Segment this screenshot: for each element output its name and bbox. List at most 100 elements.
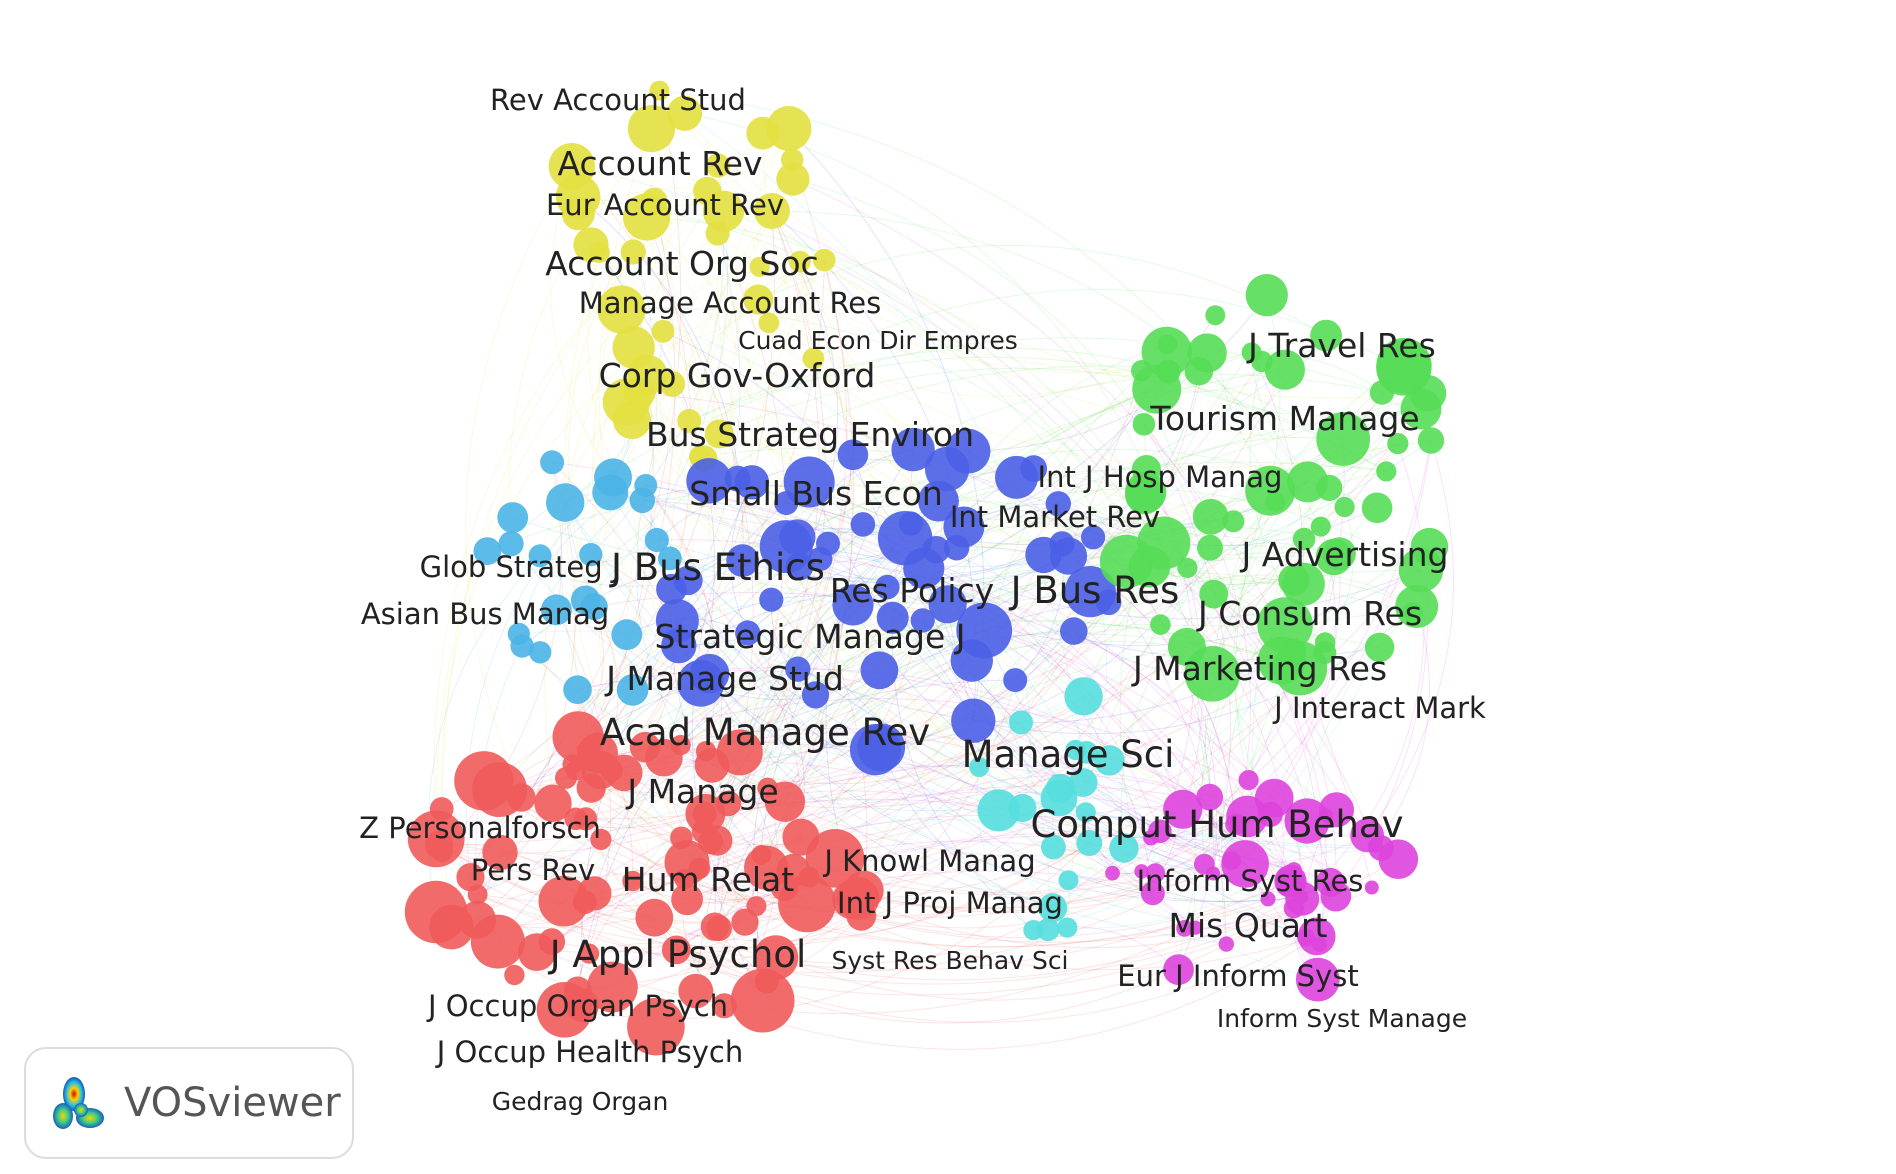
journal-label[interactable]: Rev Account Stud — [490, 83, 746, 117]
journal-node[interactable] — [622, 870, 643, 892]
journal-node[interactable] — [1036, 918, 1060, 942]
journal-node[interactable] — [540, 450, 565, 475]
journal-node[interactable] — [1292, 527, 1316, 551]
journal-node[interactable] — [766, 106, 812, 151]
journal-label[interactable]: Inform Syst Res — [1137, 864, 1364, 898]
journal-node[interactable] — [1205, 305, 1226, 326]
journal-node[interactable] — [1218, 936, 1235, 952]
journal-node[interactable] — [1049, 537, 1088, 575]
journal-node[interactable] — [661, 935, 691, 965]
journal-node[interactable] — [454, 751, 514, 811]
journal-label[interactable]: J Occup Organ Psych — [426, 989, 728, 1023]
journal-label[interactable]: Manage Account Res — [579, 286, 882, 320]
journal-node[interactable] — [877, 511, 933, 566]
journal-node[interactable] — [529, 641, 552, 664]
journal-node[interactable] — [1196, 783, 1224, 811]
journal-node[interactable] — [1064, 566, 1116, 618]
journal-node[interactable] — [1387, 433, 1409, 455]
journal-node[interactable] — [644, 527, 669, 553]
journal-label[interactable]: J Advertising — [1240, 535, 1449, 574]
journal-node[interactable] — [734, 465, 770, 500]
journal-node[interactable] — [711, 993, 737, 1019]
journal-node[interactable] — [404, 880, 468, 944]
journal-node[interactable] — [1398, 547, 1444, 593]
journal-node[interactable] — [656, 573, 687, 605]
journal-node[interactable] — [1163, 954, 1194, 986]
journal-label[interactable]: Manage Sci — [962, 733, 1175, 776]
journal-label[interactable]: J Manage Stud — [604, 659, 844, 698]
journal-node[interactable] — [504, 964, 525, 986]
journal-node[interactable] — [686, 458, 732, 504]
journal-node[interactable] — [1260, 891, 1276, 907]
journal-node[interactable] — [1273, 641, 1328, 696]
journal-node[interactable] — [563, 675, 592, 704]
journal-node[interactable] — [541, 594, 572, 626]
journal-node[interactable] — [1361, 492, 1393, 524]
journal-node[interactable] — [655, 599, 699, 643]
journal-label[interactable]: J Manage — [625, 772, 778, 811]
journal-label[interactable]: J Interact Mark — [1272, 691, 1486, 725]
journal-node[interactable] — [749, 256, 770, 277]
journal-node[interactable] — [704, 419, 734, 449]
journal-node[interactable] — [849, 724, 902, 776]
journal-node[interactable] — [801, 681, 830, 709]
journal-node[interactable] — [1124, 471, 1167, 514]
journal-label[interactable]: Eur J Inform Syst — [1117, 959, 1358, 993]
journal-node[interactable] — [731, 908, 759, 936]
journal-node[interactable] — [1364, 880, 1379, 895]
journal-node[interactable] — [977, 789, 1020, 832]
journal-label[interactable]: Z Personalforsch — [359, 811, 601, 845]
journal-node[interactable] — [579, 543, 603, 567]
journal-node[interactable] — [1057, 917, 1078, 938]
journal-node[interactable] — [995, 455, 1038, 499]
journal-node[interactable] — [623, 193, 671, 241]
journal-node[interactable] — [875, 574, 900, 600]
journal-node[interactable] — [1187, 333, 1227, 373]
journal-node[interactable] — [1245, 465, 1296, 516]
journal-node[interactable] — [1287, 461, 1329, 503]
journal-node[interactable] — [700, 912, 730, 941]
journal-node[interactable] — [1310, 319, 1342, 352]
journal-node[interactable] — [943, 506, 985, 548]
journal-node[interactable] — [1376, 337, 1432, 394]
journal-node[interactable] — [645, 738, 683, 777]
journal-label[interactable]: Cuad Econ Dir Empres — [738, 326, 1018, 355]
journal-node[interactable] — [1310, 516, 1331, 537]
journal-node[interactable] — [1395, 585, 1439, 628]
journal-node[interactable] — [956, 602, 1013, 659]
journal-node[interactable] — [667, 95, 703, 131]
journal-node[interactable] — [1099, 534, 1154, 589]
journal-node[interactable] — [546, 483, 585, 522]
journal-node[interactable] — [685, 793, 726, 834]
journal-node[interactable] — [518, 933, 556, 971]
journal-label[interactable]: Account Rev — [557, 144, 762, 183]
journal-node[interactable] — [482, 834, 518, 871]
journal-node[interactable] — [850, 512, 876, 537]
journal-node[interactable] — [1184, 646, 1241, 702]
journal-node[interactable] — [1105, 865, 1120, 881]
journal-node[interactable] — [1038, 893, 1068, 923]
journal-label[interactable]: Pers Rev — [471, 853, 595, 887]
journal-label[interactable]: Int J Proj Manag — [837, 886, 1063, 920]
journal-label[interactable]: Strategic Manage J — [655, 617, 966, 656]
journal-node[interactable] — [510, 634, 534, 658]
journal-node[interactable] — [611, 619, 643, 651]
journal-label[interactable]: J Bus Ethics — [609, 546, 825, 589]
journal-node[interactable] — [627, 997, 685, 1056]
journal-node[interactable] — [1109, 833, 1139, 863]
journal-node[interactable] — [1378, 839, 1419, 879]
journal-node[interactable] — [1060, 617, 1088, 645]
journal-node[interactable] — [1141, 326, 1193, 378]
journal-node[interactable] — [1040, 779, 1078, 817]
journal-node[interactable] — [587, 961, 638, 1013]
journal-label[interactable]: Glob Strateg J — [420, 550, 621, 584]
journal-node[interactable] — [1245, 274, 1288, 317]
journal-node[interactable] — [1315, 538, 1353, 576]
journal-node[interactable] — [758, 312, 780, 334]
journal-label[interactable]: Corp Gov-Oxford — [599, 356, 876, 395]
journal-node[interactable] — [836, 877, 880, 920]
journal-label[interactable]: Account Org Soc — [545, 244, 818, 283]
journal-node[interactable] — [1177, 557, 1198, 579]
journal-node[interactable] — [1257, 597, 1313, 653]
journal-node[interactable] — [497, 502, 529, 533]
